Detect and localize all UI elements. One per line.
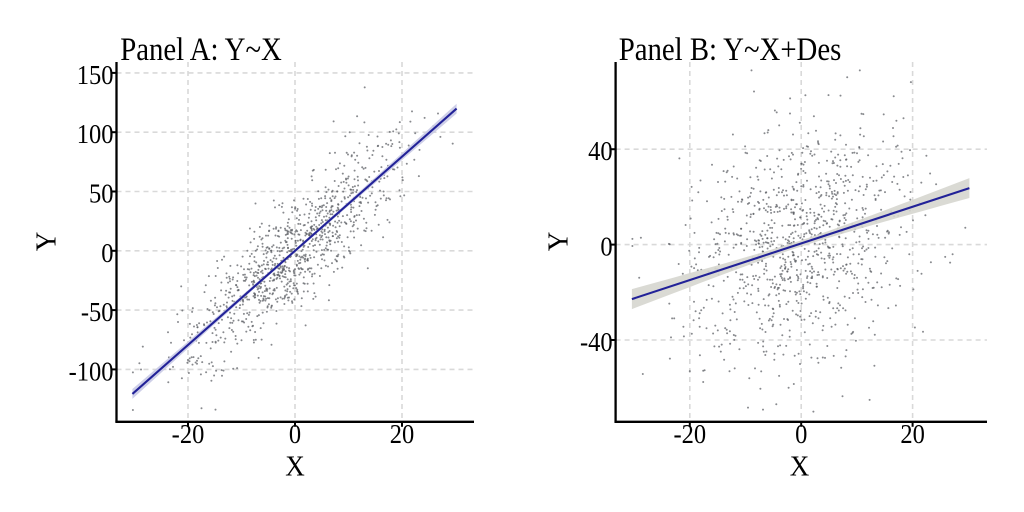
svg-text:0: 0 (795, 419, 807, 450)
svg-text:40: 40 (588, 136, 612, 167)
svg-text:0: 0 (101, 237, 113, 268)
svg-text:X: X (790, 451, 810, 483)
svg-text:150: 150 (77, 59, 114, 90)
svg-text:Y: Y (543, 232, 575, 251)
svg-text:Panel A: Y~X: Panel A: Y~X (120, 32, 282, 68)
svg-text:20: 20 (900, 419, 924, 450)
svg-text:50: 50 (89, 178, 113, 209)
svg-text:-20: -20 (172, 419, 205, 450)
svg-text:Panel B: Y~X+Des: Panel B: Y~X+Des (619, 32, 842, 68)
svg-text:0: 0 (600, 231, 612, 262)
svg-text:100: 100 (77, 119, 114, 150)
svg-text:Y: Y (31, 232, 63, 251)
svg-text:0: 0 (289, 419, 301, 450)
svg-text:-100: -100 (69, 356, 114, 387)
svg-text:-50: -50 (81, 297, 114, 328)
svg-text:-20: -20 (673, 419, 706, 450)
svg-text:X: X (285, 451, 305, 483)
svg-text:-40: -40 (580, 327, 613, 358)
svg-text:20: 20 (390, 419, 414, 450)
